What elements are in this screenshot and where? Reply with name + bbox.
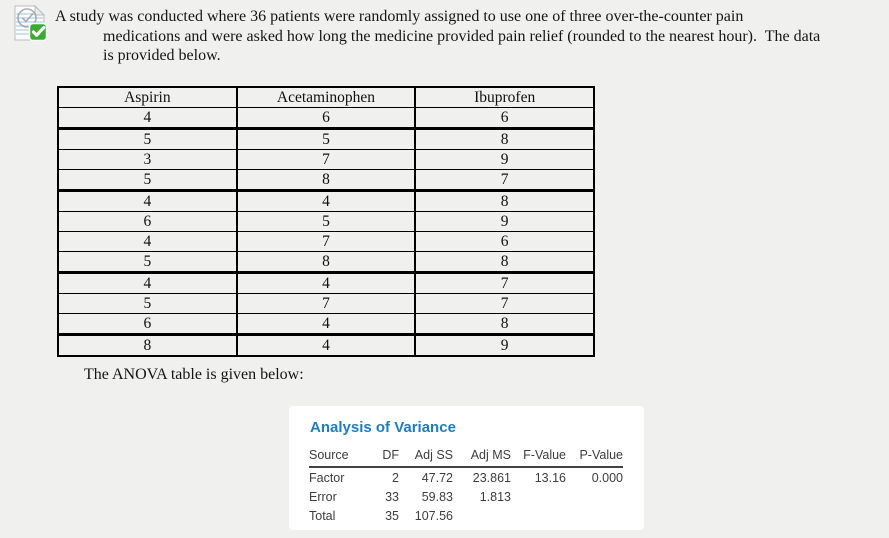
anova-f-value-cell bbox=[511, 506, 566, 525]
anova-row: Error 33 59.83 1.813 bbox=[309, 487, 623, 506]
aspirin-value: 5 bbox=[57, 293, 238, 314]
aspirin-value: 3 bbox=[57, 149, 238, 170]
problem-text-line-3: is provided below. bbox=[103, 47, 221, 64]
acetaminophen-value: 4 bbox=[235, 190, 417, 212]
aspirin-value: 4 bbox=[57, 231, 238, 252]
anova-header-adj-ss: Adj SS bbox=[399, 448, 453, 468]
acetaminophen-value: 4 bbox=[235, 272, 417, 294]
anova-header-df: DF bbox=[373, 448, 399, 468]
acetaminophen-value: 7 bbox=[235, 231, 417, 252]
data-table-row: 6 5 9 bbox=[57, 211, 595, 232]
anova-adj-ms-cell bbox=[453, 506, 511, 525]
ibuprofen-value: 6 bbox=[414, 231, 595, 252]
ibuprofen-value: 9 bbox=[414, 211, 595, 232]
problem-statement: A study was conducted where 36 patients … bbox=[55, 7, 820, 66]
aspirin-value: 5 bbox=[57, 169, 238, 192]
aspirin-value: 5 bbox=[57, 251, 238, 274]
anova-header-f-value: F-Value bbox=[511, 448, 566, 468]
data-table-row: 6 4 8 bbox=[57, 313, 595, 336]
problem-text-line-1: A study was conducted where 36 patients … bbox=[55, 8, 744, 25]
ibuprofen-value: 7 bbox=[414, 272, 595, 294]
ibuprofen-value: 9 bbox=[414, 149, 595, 170]
problem-text-line-2: medications and were asked how long the … bbox=[103, 27, 821, 45]
ibuprofen-value: 8 bbox=[414, 128, 595, 150]
anova-df-cell: 2 bbox=[392, 471, 399, 485]
aspirin-value: 5 bbox=[57, 128, 238, 150]
ibuprofen-value: 8 bbox=[414, 313, 595, 336]
anova-header-source: Source bbox=[309, 448, 373, 468]
aspirin-value: 8 bbox=[57, 334, 238, 357]
ibuprofen-value: 8 bbox=[414, 251, 595, 274]
acetaminophen-value: 7 bbox=[235, 149, 417, 170]
anova-df-cell: 35 bbox=[385, 509, 399, 523]
data-table-row: 4 6 6 bbox=[57, 107, 595, 130]
data-table-row: 4 4 8 bbox=[57, 190, 595, 212]
data-table-row: 3 7 9 bbox=[57, 149, 595, 170]
anova-caption: The ANOVA table is given below: bbox=[84, 366, 304, 383]
anova-p-value-cell bbox=[566, 506, 623, 525]
anova-header-adj-ms: Adj MS bbox=[453, 448, 511, 468]
ibuprofen-value: 9 bbox=[414, 334, 595, 357]
anova-adj-ss-cell: 47.72 bbox=[421, 471, 453, 485]
aspirin-value: 6 bbox=[57, 211, 238, 232]
aspirin-value: 4 bbox=[57, 190, 238, 212]
data-table-row: 4 4 7 bbox=[57, 272, 595, 294]
data-table-row: 5 8 8 bbox=[57, 251, 595, 274]
anova-df-cell: 33 bbox=[385, 490, 399, 504]
anova-row: Factor 2 47.72 23.861 13.16 0.000 bbox=[309, 467, 623, 487]
data-table-header-row: Aspirin Acetaminophen Ibuprofen bbox=[57, 86, 595, 108]
aspirin-value: 6 bbox=[57, 313, 238, 336]
anova-row: Total 35 107.56 bbox=[309, 506, 623, 525]
assignment-check-icon bbox=[11, 4, 49, 43]
anova-source-cell: Factor bbox=[309, 471, 345, 485]
pain-relief-data-table: Aspirin Acetaminophen Ibuprofen 4 6 6 5 … bbox=[57, 86, 595, 357]
acetaminophen-value: 4 bbox=[235, 334, 417, 357]
column-header-ibuprofen: Ibuprofen bbox=[414, 86, 595, 108]
anova-adj-ss-cell: 59.83 bbox=[421, 490, 453, 504]
data-table-row: 4 7 6 bbox=[57, 231, 595, 252]
anova-adj-ss-cell: 107.56 bbox=[414, 509, 453, 523]
ibuprofen-value: 8 bbox=[414, 190, 595, 212]
acetaminophen-value: 6 bbox=[235, 107, 417, 130]
aspirin-value: 4 bbox=[57, 107, 238, 130]
data-table-row: 8 4 9 bbox=[57, 334, 595, 357]
anova-source-cell: Error bbox=[309, 490, 337, 504]
column-header-acetaminophen: Acetaminophen bbox=[235, 86, 417, 108]
anova-f-value-cell: 13.16 bbox=[534, 471, 566, 485]
anova-header-row: Source DF Adj SS Adj MS F-Value P-Value bbox=[309, 448, 623, 468]
acetaminophen-value: 4 bbox=[235, 313, 417, 336]
anova-f-value-cell bbox=[511, 487, 566, 506]
column-header-aspirin: Aspirin bbox=[57, 86, 238, 108]
analysis-of-variance-table: Source DF Adj SS Adj MS F-Value P-Value … bbox=[309, 448, 623, 525]
data-table-row: 5 5 8 bbox=[57, 128, 595, 150]
anova-output-panel: Analysis of Variance Source DF Adj SS Ad… bbox=[289, 406, 644, 530]
acetaminophen-value: 7 bbox=[235, 293, 417, 314]
data-table-row: 5 7 7 bbox=[57, 293, 595, 314]
acetaminophen-value: 5 bbox=[235, 211, 417, 232]
acetaminophen-value: 5 bbox=[235, 128, 417, 150]
data-table-row: 5 8 7 bbox=[57, 169, 595, 192]
anova-header-p-value: P-Value bbox=[566, 448, 623, 468]
ibuprofen-value: 7 bbox=[414, 169, 595, 192]
anova-p-value-cell: 0.000 bbox=[591, 471, 623, 485]
acetaminophen-value: 8 bbox=[235, 251, 417, 274]
anova-source-cell: Total bbox=[309, 509, 336, 523]
aspirin-value: 4 bbox=[57, 272, 238, 294]
ibuprofen-value: 6 bbox=[414, 107, 595, 130]
acetaminophen-value: 8 bbox=[235, 169, 417, 192]
anova-p-value-cell bbox=[566, 487, 623, 506]
anova-adj-ms-cell: 23.861 bbox=[472, 471, 511, 485]
anova-panel-title: Analysis of Variance bbox=[310, 419, 456, 436]
anova-adj-ms-cell: 1.813 bbox=[479, 490, 511, 504]
ibuprofen-value: 7 bbox=[414, 293, 595, 314]
